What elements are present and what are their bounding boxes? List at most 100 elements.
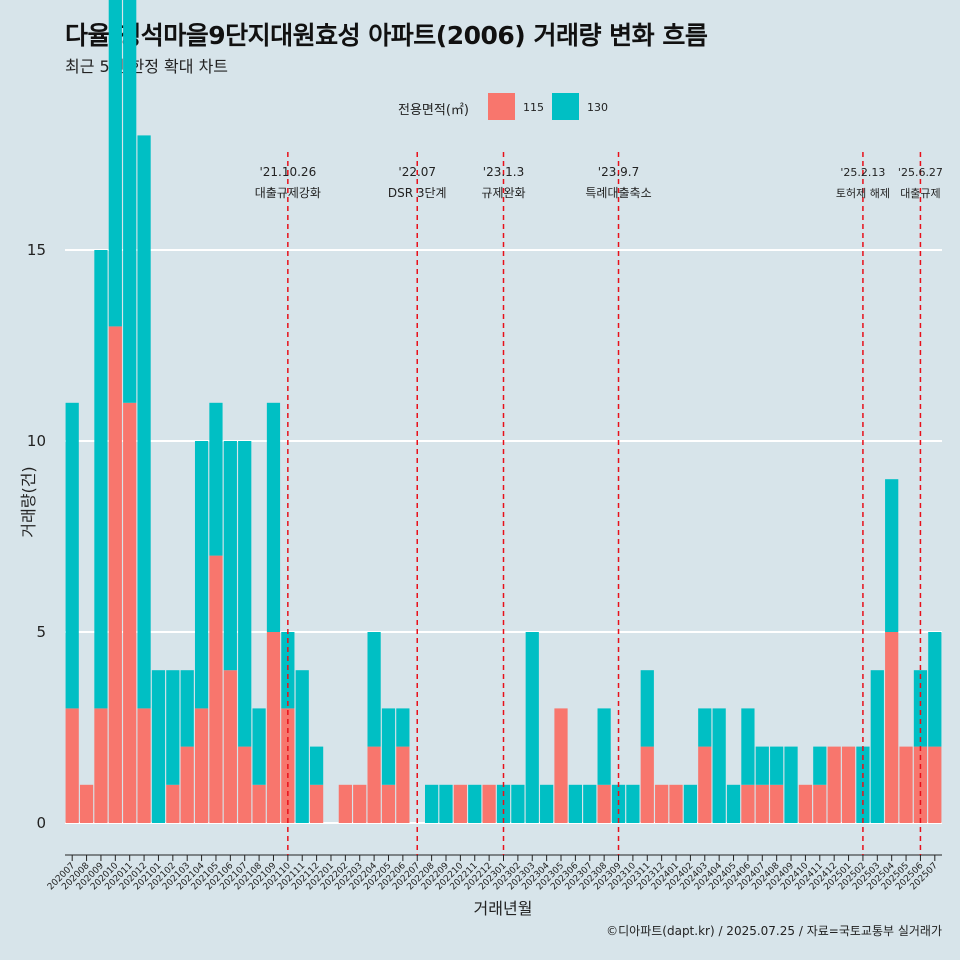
- bar-130-202109: [266, 402, 281, 632]
- bar-115-202410: [798, 784, 813, 823]
- event-date-4: '25.2.13: [840, 166, 885, 179]
- bar-115-202312: [655, 784, 669, 823]
- bar-115-202408: [770, 784, 784, 823]
- y-tick-label-15: 15: [27, 241, 46, 259]
- bar-115-202009: [94, 708, 108, 823]
- bar-115-202407: [755, 784, 769, 823]
- bar-115-202109: [266, 632, 281, 823]
- y-axis-title: 거래량(건): [19, 466, 38, 537]
- bar-115-202011: [123, 402, 137, 823]
- legend-label-115: 115: [523, 101, 544, 114]
- bar-115-202204: [367, 746, 381, 823]
- bar-130-202011: [123, 0, 137, 403]
- chart-title: 다율 청석마을9단지대원효성 아파트(2006) 거래량 변화 흐름: [65, 21, 708, 50]
- bar-115-202104: [194, 708, 209, 823]
- legend-title: 전용면적(㎡): [398, 103, 469, 118]
- bar-115-202406: [741, 784, 755, 823]
- bar-130-202110: [281, 632, 295, 709]
- bar-115-202501: [841, 746, 856, 823]
- bar-115-202107: [238, 746, 252, 823]
- bar-130-202403: [698, 708, 712, 747]
- bar-130-202307: [583, 784, 597, 823]
- event-label-0: 대출규제강화: [255, 186, 321, 200]
- bar-115-202403: [698, 746, 712, 823]
- bar-130-202503: [870, 670, 884, 823]
- bar-130-202409: [784, 746, 798, 823]
- bar-130-202206: [396, 708, 410, 747]
- bar-115-202308: [597, 784, 611, 823]
- bar-130-202504: [885, 479, 899, 632]
- bar-130-202112: [309, 746, 324, 785]
- bar-130-202303: [525, 632, 539, 823]
- legend: 전용면적(㎡) 115 130: [0, 93, 960, 121]
- event-date-1: '22.07: [398, 165, 436, 179]
- bar-130-202408: [770, 746, 784, 785]
- bar-130-202108: [252, 708, 266, 785]
- bar-130-202407: [755, 746, 769, 785]
- event-label-1: DSR 3단계: [388, 186, 447, 200]
- bar-130-202507: [928, 632, 942, 747]
- bar-115-202401: [669, 784, 683, 823]
- bar-130-202211: [468, 784, 482, 823]
- caption: ©디아파트(dapt.kr) / 2025.07.25 / 자료=국토교통부 실…: [606, 924, 942, 938]
- bar-130-202402: [683, 784, 698, 823]
- bar-130-202405: [726, 784, 741, 823]
- event-label-2: 규제완화: [481, 186, 525, 200]
- bar-115-202007: [65, 708, 79, 823]
- bar-130-202506: [913, 670, 928, 747]
- bar-130-202209: [439, 784, 453, 823]
- event-date-2: '23.1.3: [483, 165, 524, 179]
- bar-115-202311: [640, 746, 654, 823]
- event-date-3: '23.9.7: [598, 165, 639, 179]
- bar-130-202310: [626, 784, 640, 823]
- y-tick-label-0: 0: [36, 814, 46, 832]
- legend-swatch-130: [552, 93, 579, 120]
- bar-130-202306: [568, 784, 582, 823]
- event-label-5: 대출규제: [900, 187, 940, 200]
- bar-130-202404: [712, 708, 726, 823]
- bar-115-202202: [338, 784, 352, 823]
- bar-130-202111: [295, 670, 309, 823]
- bar-130-202104: [194, 441, 209, 709]
- bar-130-202411: [813, 746, 827, 785]
- event-label-4: 토허제 해제: [836, 186, 890, 200]
- bar-115-202305: [554, 708, 568, 823]
- bar-130-202105: [209, 402, 223, 556]
- bar-115-202008: [79, 784, 94, 823]
- bar-115-202504: [885, 632, 899, 823]
- event-label-3: 특례대출축소: [585, 186, 651, 200]
- bar-130-202101: [151, 670, 166, 823]
- y-tick-label-5: 5: [36, 623, 46, 641]
- bar-115-202010: [108, 326, 122, 823]
- bar-115-202203: [353, 784, 367, 823]
- bar-115-202108: [252, 784, 266, 823]
- bar-115-202102: [166, 784, 180, 823]
- bar-115-202103: [180, 746, 194, 823]
- bar-130-202007: [65, 402, 79, 709]
- bar-115-202012: [137, 708, 151, 823]
- bar-115-202206: [396, 746, 410, 823]
- bar-130-202012: [137, 135, 151, 709]
- bar-115-202411: [813, 784, 827, 823]
- chart-subtitle: 최근 5년 한정 확대 차트: [65, 57, 229, 76]
- bar-130-202107: [238, 441, 252, 747]
- bar-115-202205: [381, 784, 396, 823]
- bar-115-202412: [827, 746, 841, 823]
- bar-130-202010: [108, 0, 122, 327]
- bar-115-202210: [453, 784, 467, 823]
- event-date-5: '25.6.27: [898, 166, 943, 179]
- bar-130-202205: [381, 708, 396, 785]
- bar-130-202009: [94, 250, 108, 709]
- legend-label-130: 130: [587, 101, 608, 114]
- bar-115-202105: [209, 555, 223, 823]
- bar-115-202505: [899, 746, 913, 823]
- x-axis-title: 거래년월: [474, 899, 533, 918]
- bar-130-202102: [166, 670, 180, 785]
- legend-swatch-115: [488, 93, 515, 120]
- bar-115-202212: [482, 784, 496, 823]
- bar-130-202406: [741, 708, 755, 785]
- y-tick-label-10: 10: [27, 432, 46, 450]
- bar-130-202304: [540, 784, 554, 823]
- bar-130-202302: [511, 784, 525, 823]
